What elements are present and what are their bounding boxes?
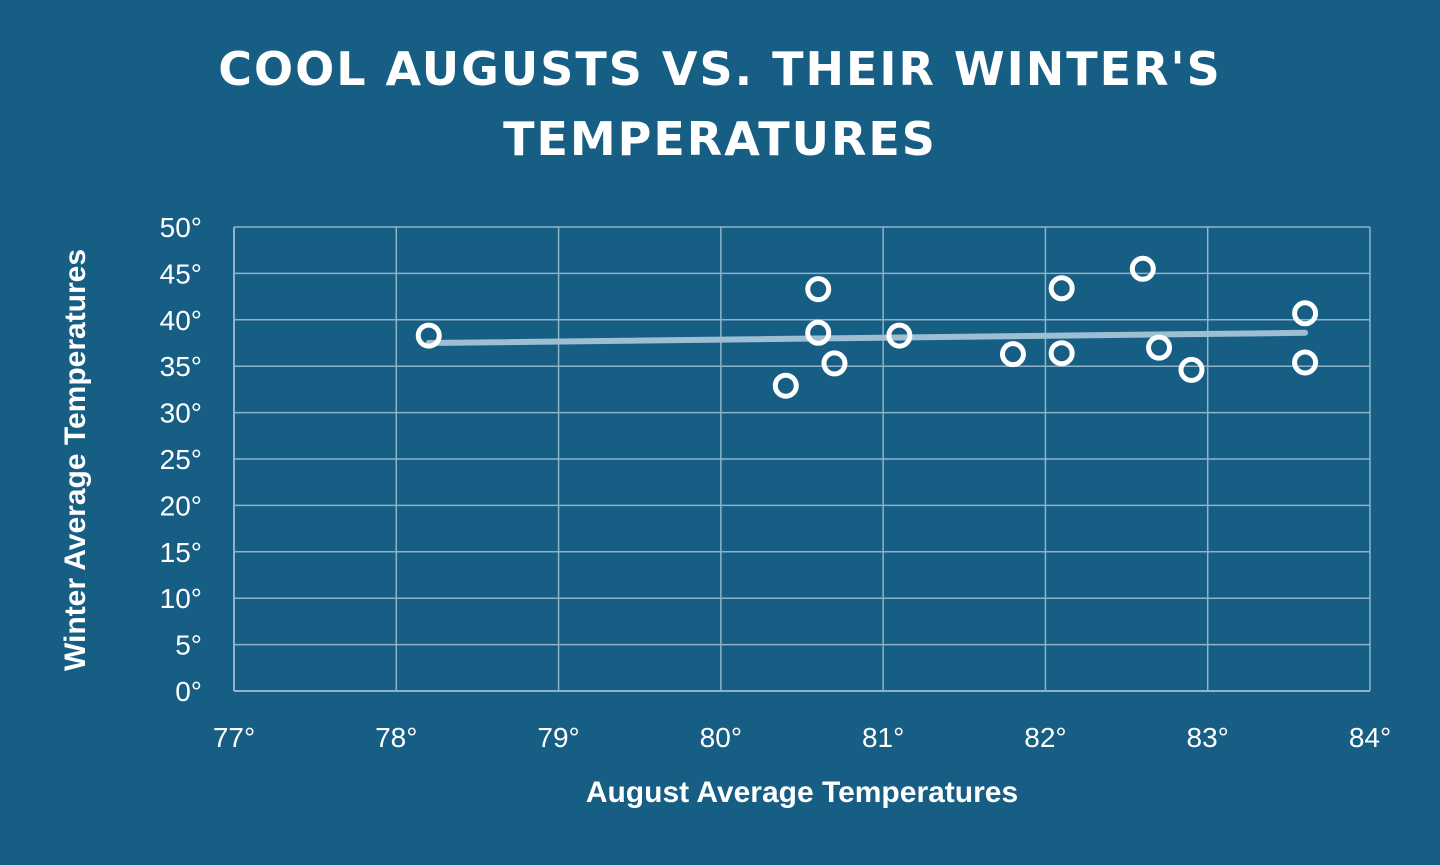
y-tick-label: 10° [160,583,202,614]
data-point [1292,349,1319,376]
trendline [425,329,1309,346]
y-axis-ticks: 0° 5° 10° 15° 20° 25° 30° 35° 40° 45° 50° [160,212,202,707]
y-tick-label: 5° [175,630,202,661]
chart-title-line-1: COOL AUGUSTS VS. THEIR WINTER'S [218,42,1222,96]
data-point [1292,300,1319,327]
data-point [1129,255,1156,282]
chart-title: COOL AUGUSTS VS. THEIR WINTER'S TEMPERAT… [0,34,1440,174]
x-tick-label: 82° [1024,722,1066,753]
data-point [1178,356,1205,383]
x-tick-label: 84° [1349,722,1391,753]
data-points [415,255,1319,399]
y-tick-label: 50° [160,212,202,243]
data-point [772,372,799,399]
x-tick-label: 80° [700,722,742,753]
trendline-group [425,329,1309,346]
grid [233,226,1371,692]
data-point [415,322,442,349]
y-tick-label: 30° [160,398,202,429]
data-point [1048,275,1075,302]
y-tick-label: 40° [160,305,202,336]
data-point [821,350,848,377]
y-tick-label: 25° [160,444,202,475]
x-tick-label: 81° [862,722,904,753]
y-tick-label: 20° [160,490,202,521]
y-axis-title: Winter Average Temperatures [59,249,92,671]
y-tick-label: 15° [160,537,202,568]
x-tick-label: 83° [1187,722,1229,753]
x-tick-label: 77° [213,722,255,753]
x-axis-title: August Average Temperatures [586,776,1018,809]
data-point [805,276,832,303]
y-tick-label: 0° [175,676,202,707]
data-point [999,341,1026,368]
x-axis-ticks: 77° 78° 79° 80° 81° 82° 83° 84° [213,722,1391,753]
x-tick-label: 79° [537,722,579,753]
chart-title-line-2: TEMPERATURES [503,112,937,166]
data-point [1048,340,1075,367]
data-point [886,322,913,349]
y-tick-label: 45° [160,258,202,289]
data-point [1146,334,1173,361]
y-tick-label: 35° [160,351,202,382]
x-tick-label: 78° [375,722,417,753]
data-point [805,319,832,346]
